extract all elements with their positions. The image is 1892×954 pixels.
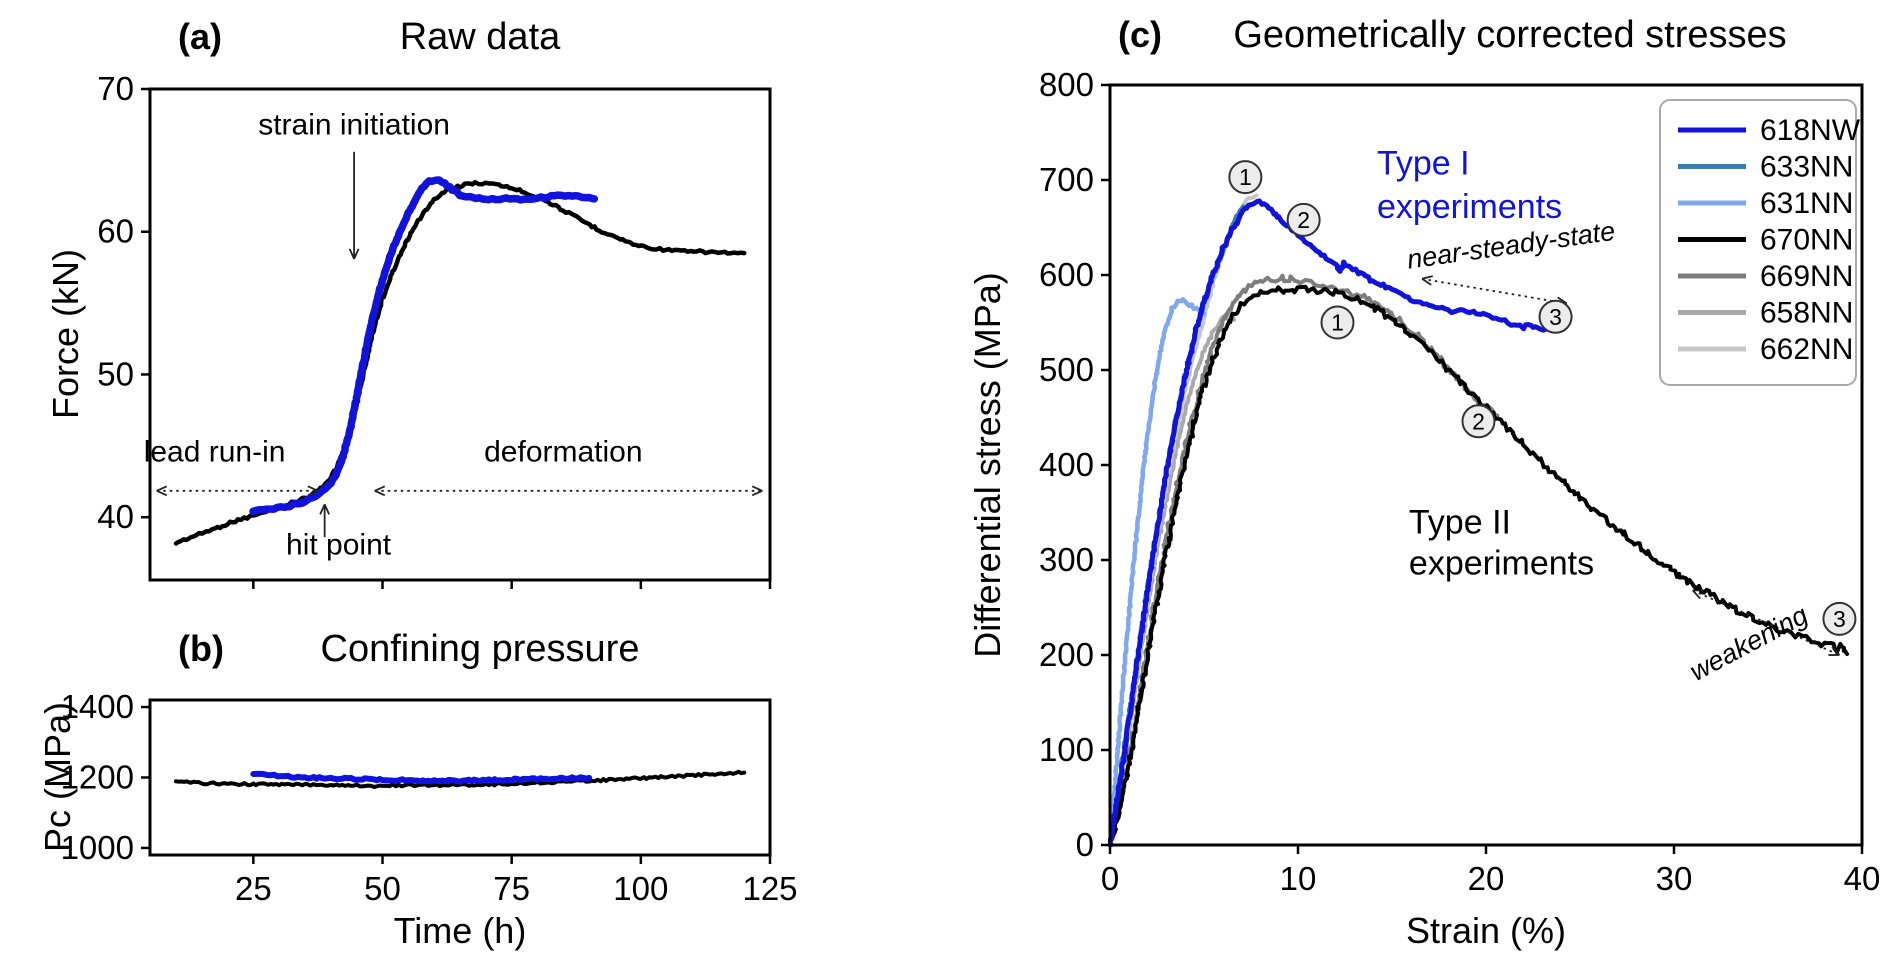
panel-a-ytick: 40 bbox=[97, 498, 134, 535]
panel-c-ytick: 800 bbox=[1039, 66, 1094, 103]
panel-b-xlabel: Time (h) bbox=[393, 910, 527, 951]
panel-c-ytick: 500 bbox=[1039, 351, 1094, 388]
panel-a-title: Raw data bbox=[399, 16, 561, 58]
panel-b-xtick: 25 bbox=[235, 870, 272, 907]
legend-label-670NN: 670NN bbox=[1760, 224, 1853, 257]
series-618NW bbox=[1108, 198, 1549, 847]
annotation-text: deformation bbox=[484, 436, 642, 469]
panel-a-ytick: 60 bbox=[97, 213, 134, 250]
stage-marker-number: 2 bbox=[1472, 408, 1485, 434]
panel-a-ytick: 50 bbox=[97, 355, 134, 392]
panel-b-xtick: 100 bbox=[613, 870, 668, 907]
panel-a-letter: (a) bbox=[178, 16, 222, 57]
panel-c-xtick: 10 bbox=[1280, 860, 1317, 897]
stage-marker-number: 3 bbox=[1833, 606, 1846, 632]
panel-c-letter: (c) bbox=[1118, 14, 1162, 55]
annotation-text: Type II bbox=[1409, 503, 1511, 541]
panel-c-ytick: 200 bbox=[1039, 636, 1094, 673]
stage-marker-number: 1 bbox=[1331, 310, 1344, 336]
series-631NN bbox=[1108, 297, 1207, 847]
panel-b-letter: (b) bbox=[178, 628, 224, 669]
annotation-text: strain initiation bbox=[258, 109, 450, 142]
panel-c-xlabel: Strain (%) bbox=[1405, 910, 1567, 951]
panel-c-ytick: 300 bbox=[1039, 541, 1094, 578]
panel-c-xtick: 30 bbox=[1656, 860, 1693, 897]
panel-b-ytick: 1200 bbox=[61, 759, 134, 796]
panel-a: 40 50 60 70 strain initiation lead run-in hit … bbox=[97, 70, 772, 589]
series-black-raw-force bbox=[173, 179, 747, 546]
panel-c-title: Geometrically corrected stresses bbox=[1233, 14, 1787, 56]
panel-c-ytick: 0 bbox=[1076, 826, 1094, 863]
legend-label-633NN: 633NN bbox=[1760, 151, 1853, 184]
panel-b-title: Confining pressure bbox=[320, 628, 640, 670]
series-670NN bbox=[1108, 284, 1849, 847]
panel-b-ytick: 1400 bbox=[61, 688, 134, 725]
stage-marker-circle bbox=[1286, 202, 1321, 237]
stage-marker-number: 1 bbox=[1239, 164, 1252, 190]
panel-c-ytick: 700 bbox=[1039, 161, 1094, 198]
legend-label-662NN: 662NN bbox=[1760, 333, 1853, 366]
panel-c-series bbox=[1108, 193, 1849, 847]
legend-label-669NN: 669NN bbox=[1760, 260, 1853, 293]
legend-label-631NN: 631NN bbox=[1760, 187, 1853, 220]
panel-c-frame bbox=[1108, 83, 1864, 847]
legend-label-618NW: 618NW bbox=[1760, 114, 1861, 147]
panel-a-ytick: 70 bbox=[97, 70, 134, 107]
series-blue-confining-pressure bbox=[250, 770, 593, 785]
annotation-text: lead run-in bbox=[144, 436, 286, 469]
stage-marker-number: 3 bbox=[1549, 304, 1562, 330]
panel-c-ytick: 400 bbox=[1039, 446, 1094, 483]
panel-c-ytick: 600 bbox=[1039, 256, 1094, 293]
legend-label-658NN: 658NN bbox=[1760, 297, 1853, 330]
panel-a-annotations: strain initiation lead run-in hit point def… bbox=[144, 109, 763, 561]
panel-c-xtick: 20 bbox=[1468, 860, 1505, 897]
panel-b-xtick: 50 bbox=[364, 870, 401, 907]
annotation-text: Type I bbox=[1377, 144, 1470, 182]
annotation-text: hit point bbox=[286, 528, 392, 561]
panel-b-frame bbox=[148, 698, 772, 857]
stage-marker-circle bbox=[1320, 305, 1355, 340]
panel-b: 25 50 75 100 125 1000 1200 1400 bbox=[61, 688, 798, 907]
panel-b-xtick: 125 bbox=[742, 870, 797, 907]
panel-b-xtick: 75 bbox=[493, 870, 530, 907]
stage-marker-circle bbox=[1461, 404, 1496, 439]
panel-b-series bbox=[174, 769, 747, 789]
stage-marker-circle bbox=[1538, 299, 1573, 334]
panel-a-ticks: 40 50 60 70 bbox=[97, 70, 772, 589]
panel-a-series bbox=[173, 176, 747, 546]
series-black-confining-pressure bbox=[174, 769, 747, 789]
panel-c-ytick: 100 bbox=[1039, 731, 1094, 768]
annotation-text: experiments bbox=[1409, 544, 1594, 582]
panel-b-ytick: 1000 bbox=[61, 829, 134, 866]
panel-a-frame bbox=[148, 87, 772, 582]
stage-marker-circle bbox=[1822, 601, 1857, 636]
series-blue-raw-force bbox=[249, 176, 599, 516]
panel-b-ticks: 25 50 75 100 125 1000 1200 1400 bbox=[61, 688, 798, 907]
panel-c-xtick: 40 bbox=[1844, 860, 1881, 897]
panel-c-xtick: 0 bbox=[1101, 860, 1119, 897]
annotation-text: experiments bbox=[1377, 188, 1562, 226]
stage-marker-number: 2 bbox=[1297, 207, 1310, 233]
stage-marker-circle bbox=[1228, 160, 1263, 195]
